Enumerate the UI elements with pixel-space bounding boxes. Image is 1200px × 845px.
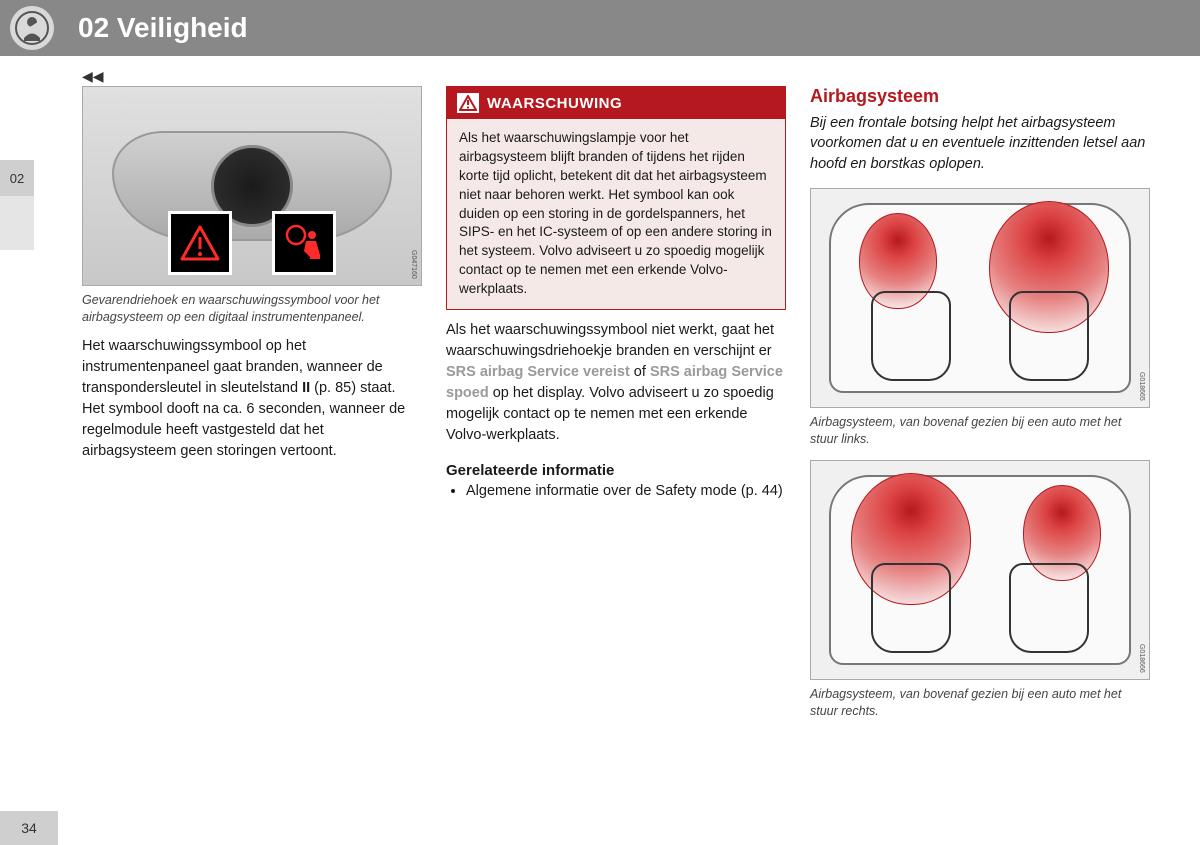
- figure-dashboard-warning: G047160: [82, 86, 422, 286]
- side-tab-chapter: 02: [0, 160, 34, 196]
- column-2: WAARSCHUWING Als het waarschuwingslampje…: [446, 86, 786, 719]
- figure-caption-airbag-left: Airbagsysteem, van bovenaf gezien bij ee…: [810, 414, 1150, 448]
- column-1: G047160 Gevarendriehoek en waarschuwings…: [82, 86, 422, 719]
- related-info-item[interactable]: Algemene informatie over de Safety mode …: [466, 483, 786, 499]
- related-info-list: Algemene informatie over de Safety mode …: [466, 483, 786, 499]
- figure-code: G018666: [1138, 644, 1145, 673]
- car-outline: [829, 475, 1131, 665]
- seatbelt-icon: [10, 6, 54, 50]
- side-tab-label: 02: [10, 171, 24, 186]
- figure-caption-airbag-right: Airbagsysteem, van bovenaf gezien bij ee…: [810, 686, 1150, 720]
- section-title-airbag: Airbagsysteem: [810, 86, 1150, 107]
- continuation-indicator: ◀◀: [82, 68, 104, 85]
- seat-right: [1009, 563, 1089, 653]
- warning-box: WAARSCHUWING Als het waarschuwingslampje…: [446, 86, 786, 310]
- car-outline: [829, 203, 1131, 393]
- paragraph-srs-message: Als het waarschuwingssymbool niet werkt,…: [446, 320, 786, 446]
- warning-header: WAARSCHUWING: [447, 87, 785, 119]
- side-tab-spacer: [0, 196, 34, 250]
- seat-right: [1009, 291, 1089, 381]
- section-intro: Bij een frontale botsing helpt het airba…: [810, 113, 1150, 174]
- seat-left: [871, 291, 951, 381]
- warning-label: WAARSCHUWING: [487, 95, 622, 112]
- related-info-heading: Gerelateerde informatie: [446, 462, 786, 479]
- page-number: 34: [0, 811, 58, 845]
- warning-body-text: Als het waarschuwingslampje voor het air…: [447, 119, 785, 309]
- warning-callouts: [168, 211, 336, 275]
- warning-header-icon: [457, 93, 479, 113]
- column-3: Airbagsysteem Bij een frontale botsing h…: [810, 86, 1150, 719]
- figure-caption-1: Gevarendriehoek en waarschuwingssymbool …: [82, 292, 422, 326]
- page-content: G047160 Gevarendriehoek en waarschuwings…: [82, 86, 1152, 719]
- figure-airbag-left-drive: G018665: [810, 188, 1150, 408]
- seat-left: [871, 563, 951, 653]
- warning-triangle-icon: [168, 211, 232, 275]
- figure-code: G018665: [1138, 372, 1145, 401]
- airbag-passenger-icon: [272, 211, 336, 275]
- chapter-title: 02 Veiligheid: [78, 12, 248, 44]
- figure-code: G047160: [410, 250, 417, 279]
- paragraph-warning-symbol: Het waarschuwingssymbool op het instrume…: [82, 336, 422, 462]
- figure-airbag-right-drive: G018666: [810, 460, 1150, 680]
- chapter-header: 02 Veiligheid: [0, 0, 1200, 56]
